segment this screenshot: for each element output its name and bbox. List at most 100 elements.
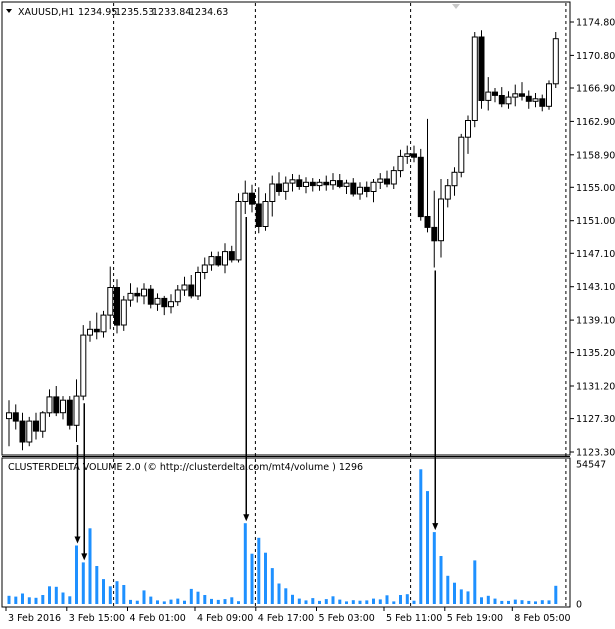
volume-bar	[399, 595, 402, 604]
volume-bar	[405, 594, 409, 604]
dropdown-triangle-icon[interactable]	[6, 9, 12, 13]
candle-body	[161, 297, 168, 308]
candle	[215, 251, 222, 267]
price-scale: 1174.80 1170.80 1166.90 1162.90 1158.90 1155.…	[570, 18, 615, 459]
candle-body	[93, 328, 100, 333]
candle	[114, 279, 120, 334]
price-tick-label: 1139.10	[576, 316, 615, 327]
shift-marker-icon[interactable]	[452, 4, 460, 9]
candle	[19, 412, 26, 451]
candle	[262, 193, 269, 231]
volume-bar	[115, 581, 119, 604]
candle-body	[384, 178, 390, 185]
volume-bar	[14, 596, 18, 604]
candle-body	[431, 226, 438, 242]
volume-bar	[439, 556, 443, 604]
candle	[100, 310, 107, 338]
volume-bar	[135, 600, 139, 604]
candle	[282, 176, 289, 200]
candle-body	[168, 301, 174, 308]
candle	[532, 93, 539, 108]
volume-bar	[216, 599, 220, 604]
volume-bar	[210, 598, 213, 604]
volume-bar	[270, 568, 274, 604]
volume-bar	[365, 600, 369, 604]
candle	[471, 32, 478, 128]
volume-window[interactable]	[1, 457, 571, 608]
arrow-head-icon	[74, 536, 81, 544]
candle	[120, 295, 127, 331]
candle-body	[147, 288, 154, 305]
candle-body	[215, 256, 222, 266]
candle	[296, 174, 303, 190]
candle	[431, 190, 438, 268]
candle-body	[485, 91, 492, 101]
candle	[404, 145, 411, 164]
candle-body	[451, 171, 458, 187]
candle	[323, 175, 330, 191]
candle	[330, 173, 336, 190]
candle-body	[296, 179, 303, 188]
volume-bar	[95, 566, 99, 604]
candle	[26, 416, 33, 447]
candle	[141, 283, 147, 305]
candle-body	[228, 251, 235, 261]
volume-bar	[291, 594, 294, 604]
candle-body	[478, 36, 485, 101]
candle-body	[188, 284, 195, 297]
volume-bar	[534, 601, 537, 604]
candle	[46, 389, 53, 417]
candle-body	[66, 399, 73, 426]
candle	[397, 149, 404, 178]
candle-body	[154, 297, 161, 305]
candle	[147, 285, 154, 309]
candle	[208, 251, 215, 271]
candle-body	[525, 95, 532, 102]
candle	[384, 170, 390, 188]
volume-bar	[142, 590, 146, 604]
volume-bar	[61, 592, 65, 604]
candle	[343, 179, 350, 194]
volume-bar	[183, 600, 186, 604]
candle	[66, 396, 73, 430]
volume-bar	[203, 595, 207, 604]
volume-tick-label: 0	[576, 600, 582, 611]
arrow-head-icon	[432, 523, 439, 531]
time-tick-label: 4 Feb 01:00	[130, 613, 186, 624]
candle-body	[60, 399, 66, 414]
candle	[525, 90, 532, 109]
volume-bar	[304, 600, 308, 604]
volume-bar	[196, 591, 200, 604]
candle-body	[323, 181, 330, 186]
volume-bar	[156, 600, 159, 604]
candle-body	[222, 251, 228, 266]
volume-bar	[513, 599, 517, 604]
candle-body	[235, 201, 242, 261]
volume-bar	[500, 600, 504, 604]
candle	[505, 91, 512, 109]
volume-bar	[48, 586, 51, 604]
candle-body	[242, 192, 249, 202]
volume-bar	[345, 601, 348, 604]
candle	[417, 148, 424, 221]
volume-bar-series	[7, 469, 558, 604]
candle-body	[377, 178, 384, 183]
volume-bar	[446, 575, 450, 604]
candle	[552, 32, 559, 88]
volume-bar	[297, 598, 301, 604]
candle-body	[404, 153, 411, 157]
volume-scale: 54547 0	[576, 460, 606, 611]
candle-body	[276, 183, 282, 192]
volume-bar	[540, 600, 544, 604]
candle	[363, 181, 370, 198]
candle	[424, 118, 431, 233]
candle	[201, 257, 208, 280]
volume-bar	[507, 600, 510, 604]
candle-body	[492, 91, 498, 96]
time-tick-label: 5 Feb 19:00	[447, 613, 503, 624]
candle-body	[33, 420, 39, 432]
candle-body	[343, 182, 350, 187]
candle-body	[444, 185, 451, 200]
price-window[interactable]	[1, 1, 571, 456]
